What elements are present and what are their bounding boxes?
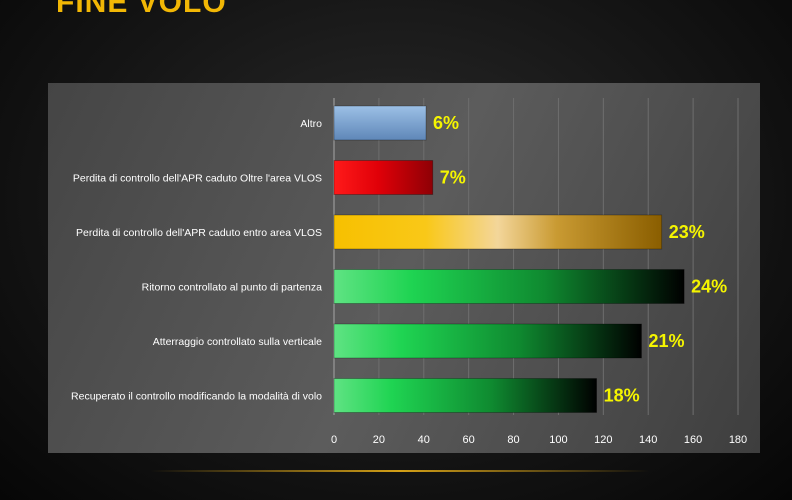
category-label: Ritorno controllato al punto di partenza bbox=[142, 282, 323, 294]
bar-red bbox=[333, 160, 434, 195]
x-tick-label: 160 bbox=[684, 434, 702, 446]
slide-title: FINE VOLO bbox=[56, 0, 227, 19]
bar-blue bbox=[333, 105, 427, 141]
x-tick-label: 120 bbox=[594, 434, 612, 446]
bar-green bbox=[333, 323, 642, 359]
x-tick-label: 140 bbox=[639, 434, 657, 446]
bar-green bbox=[333, 269, 685, 304]
category-label: Perdita di controllo dell'APR caduto Olt… bbox=[73, 173, 322, 185]
decorative-gold-rule bbox=[150, 470, 650, 472]
category-label: Atterraggio controllato sulla verticale bbox=[153, 336, 322, 348]
data-label: 23% bbox=[669, 222, 705, 242]
data-label: 21% bbox=[648, 331, 684, 351]
category-label: Recuperato il controllo modificando la m… bbox=[71, 391, 322, 403]
x-tick-label: 20 bbox=[373, 434, 385, 446]
bar-green bbox=[333, 378, 598, 413]
x-tick-label: 180 bbox=[729, 434, 747, 446]
data-label: 6% bbox=[433, 113, 459, 133]
bar-gold bbox=[333, 214, 663, 250]
x-tick-label: 100 bbox=[549, 434, 567, 446]
chart-panel: Altro 6% Perdita di controllo dell'APR cad… bbox=[48, 83, 760, 453]
category-label: Perdita di controllo dell'APR caduto ent… bbox=[76, 227, 322, 239]
x-tick-label: 60 bbox=[463, 434, 475, 446]
x-tick-label: 80 bbox=[507, 434, 519, 446]
category-label: Altro bbox=[300, 118, 322, 130]
data-label: 18% bbox=[604, 386, 640, 406]
x-tick-label: 0 bbox=[331, 434, 337, 446]
bar-chart: Altro 6% Perdita di controllo dell'APR cad… bbox=[71, 98, 747, 446]
x-tick-label: 40 bbox=[418, 434, 430, 446]
data-label: 24% bbox=[691, 277, 727, 297]
data-label: 7% bbox=[440, 168, 466, 188]
